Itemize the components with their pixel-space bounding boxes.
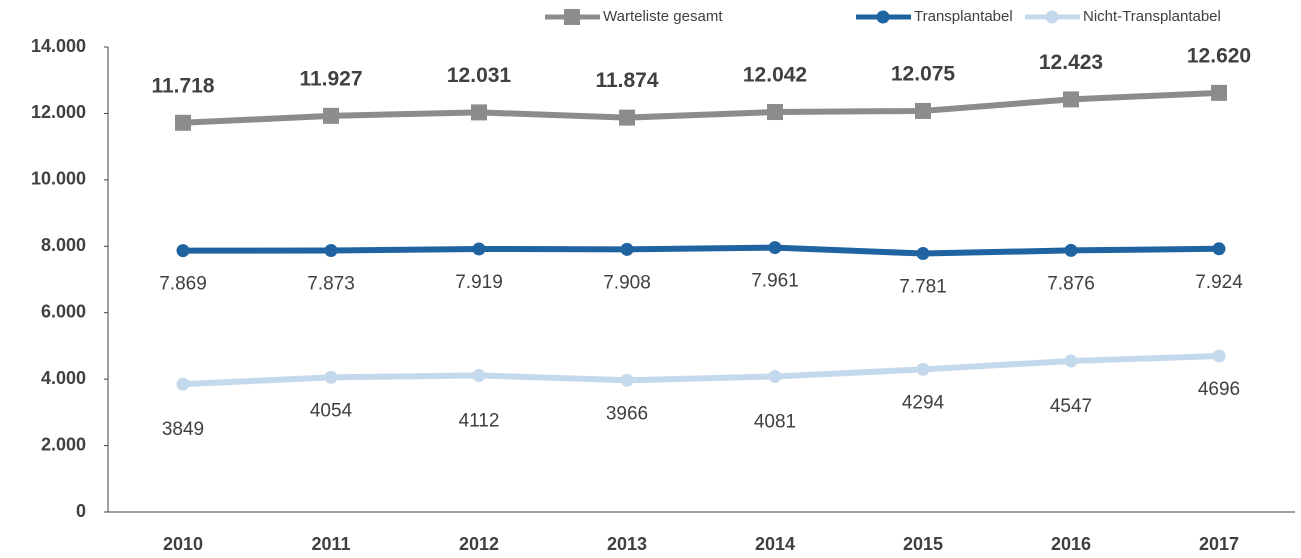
y-tick-label: 14.000 bbox=[31, 36, 86, 56]
marker bbox=[1064, 243, 1078, 257]
data-label: 3966 bbox=[606, 403, 648, 424]
data-label: 12.042 bbox=[743, 64, 807, 87]
data-label: 11.927 bbox=[299, 67, 362, 90]
data-label: 4054 bbox=[310, 400, 353, 421]
data-label: 4696 bbox=[1198, 379, 1240, 400]
marker bbox=[324, 244, 338, 258]
marker bbox=[472, 368, 486, 382]
x-tick-label: 2014 bbox=[755, 534, 795, 554]
data-label: 7.869 bbox=[159, 274, 207, 295]
data-label: 7.781 bbox=[899, 277, 947, 298]
marker bbox=[620, 373, 634, 387]
x-tick-label: 2012 bbox=[459, 534, 499, 554]
y-tick-label: 0 bbox=[76, 501, 86, 521]
marker bbox=[1212, 349, 1226, 363]
series-line bbox=[182, 244, 1220, 257]
marker bbox=[915, 102, 931, 119]
marker bbox=[1064, 354, 1078, 368]
legend-label: Transplantabel bbox=[914, 8, 1013, 25]
data-label: 12.031 bbox=[447, 64, 512, 87]
marker bbox=[916, 247, 930, 261]
marker bbox=[619, 109, 635, 126]
marker bbox=[1211, 84, 1227, 101]
data-label: 7.908 bbox=[603, 272, 651, 293]
legend-marker bbox=[876, 10, 890, 24]
marker bbox=[1212, 242, 1226, 256]
data-label: 4294 bbox=[902, 392, 945, 413]
y-tick-label: 4.000 bbox=[41, 368, 86, 388]
x-tick-label: 2016 bbox=[1051, 534, 1091, 554]
data-label: 7.873 bbox=[307, 274, 355, 295]
x-tick-label: 2013 bbox=[607, 534, 647, 554]
marker bbox=[472, 242, 486, 256]
y-tick-label: 12.000 bbox=[31, 102, 86, 122]
data-label: 7.961 bbox=[751, 271, 799, 292]
marker bbox=[176, 377, 190, 391]
marker bbox=[175, 114, 191, 131]
marker bbox=[1063, 91, 1079, 108]
marker bbox=[768, 369, 782, 383]
y-tick-label: 6.000 bbox=[41, 301, 86, 321]
data-label: 4081 bbox=[754, 411, 796, 432]
x-tick-label: 2010 bbox=[163, 534, 203, 554]
legend-marker bbox=[1045, 10, 1059, 24]
data-label: 12.423 bbox=[1039, 51, 1103, 74]
x-tick-label: 2017 bbox=[1199, 534, 1239, 554]
legend-label: Warteliste gesamt bbox=[603, 8, 723, 25]
x-tick-label: 2015 bbox=[903, 534, 943, 554]
legend-label: Nicht-Transplantabel bbox=[1083, 8, 1221, 25]
data-label: 3849 bbox=[162, 419, 204, 440]
data-label: 7.919 bbox=[455, 272, 503, 293]
y-tick-label: 8.000 bbox=[41, 235, 86, 255]
data-label: 7.876 bbox=[1047, 273, 1095, 294]
data-label: 12.075 bbox=[891, 62, 956, 85]
marker bbox=[916, 362, 930, 376]
marker bbox=[324, 370, 338, 384]
data-label: 7.924 bbox=[1195, 272, 1243, 293]
data-label: 4112 bbox=[459, 410, 500, 431]
series-line bbox=[182, 353, 1220, 388]
marker bbox=[768, 241, 782, 255]
data-label: 11.718 bbox=[151, 74, 214, 97]
x-tick-label: 2011 bbox=[311, 534, 350, 554]
data-label: 4547 bbox=[1050, 396, 1092, 417]
marker bbox=[323, 107, 339, 124]
marker bbox=[471, 104, 487, 121]
y-tick-label: 2.000 bbox=[41, 434, 86, 454]
data-label: 12.620 bbox=[1187, 44, 1251, 67]
y-tick-label: 10.000 bbox=[31, 169, 86, 189]
marker bbox=[620, 242, 634, 256]
marker bbox=[767, 104, 783, 121]
marker bbox=[176, 244, 190, 258]
data-label: 11.874 bbox=[595, 69, 658, 92]
legend-marker bbox=[564, 9, 580, 25]
series-line bbox=[182, 89, 1220, 126]
